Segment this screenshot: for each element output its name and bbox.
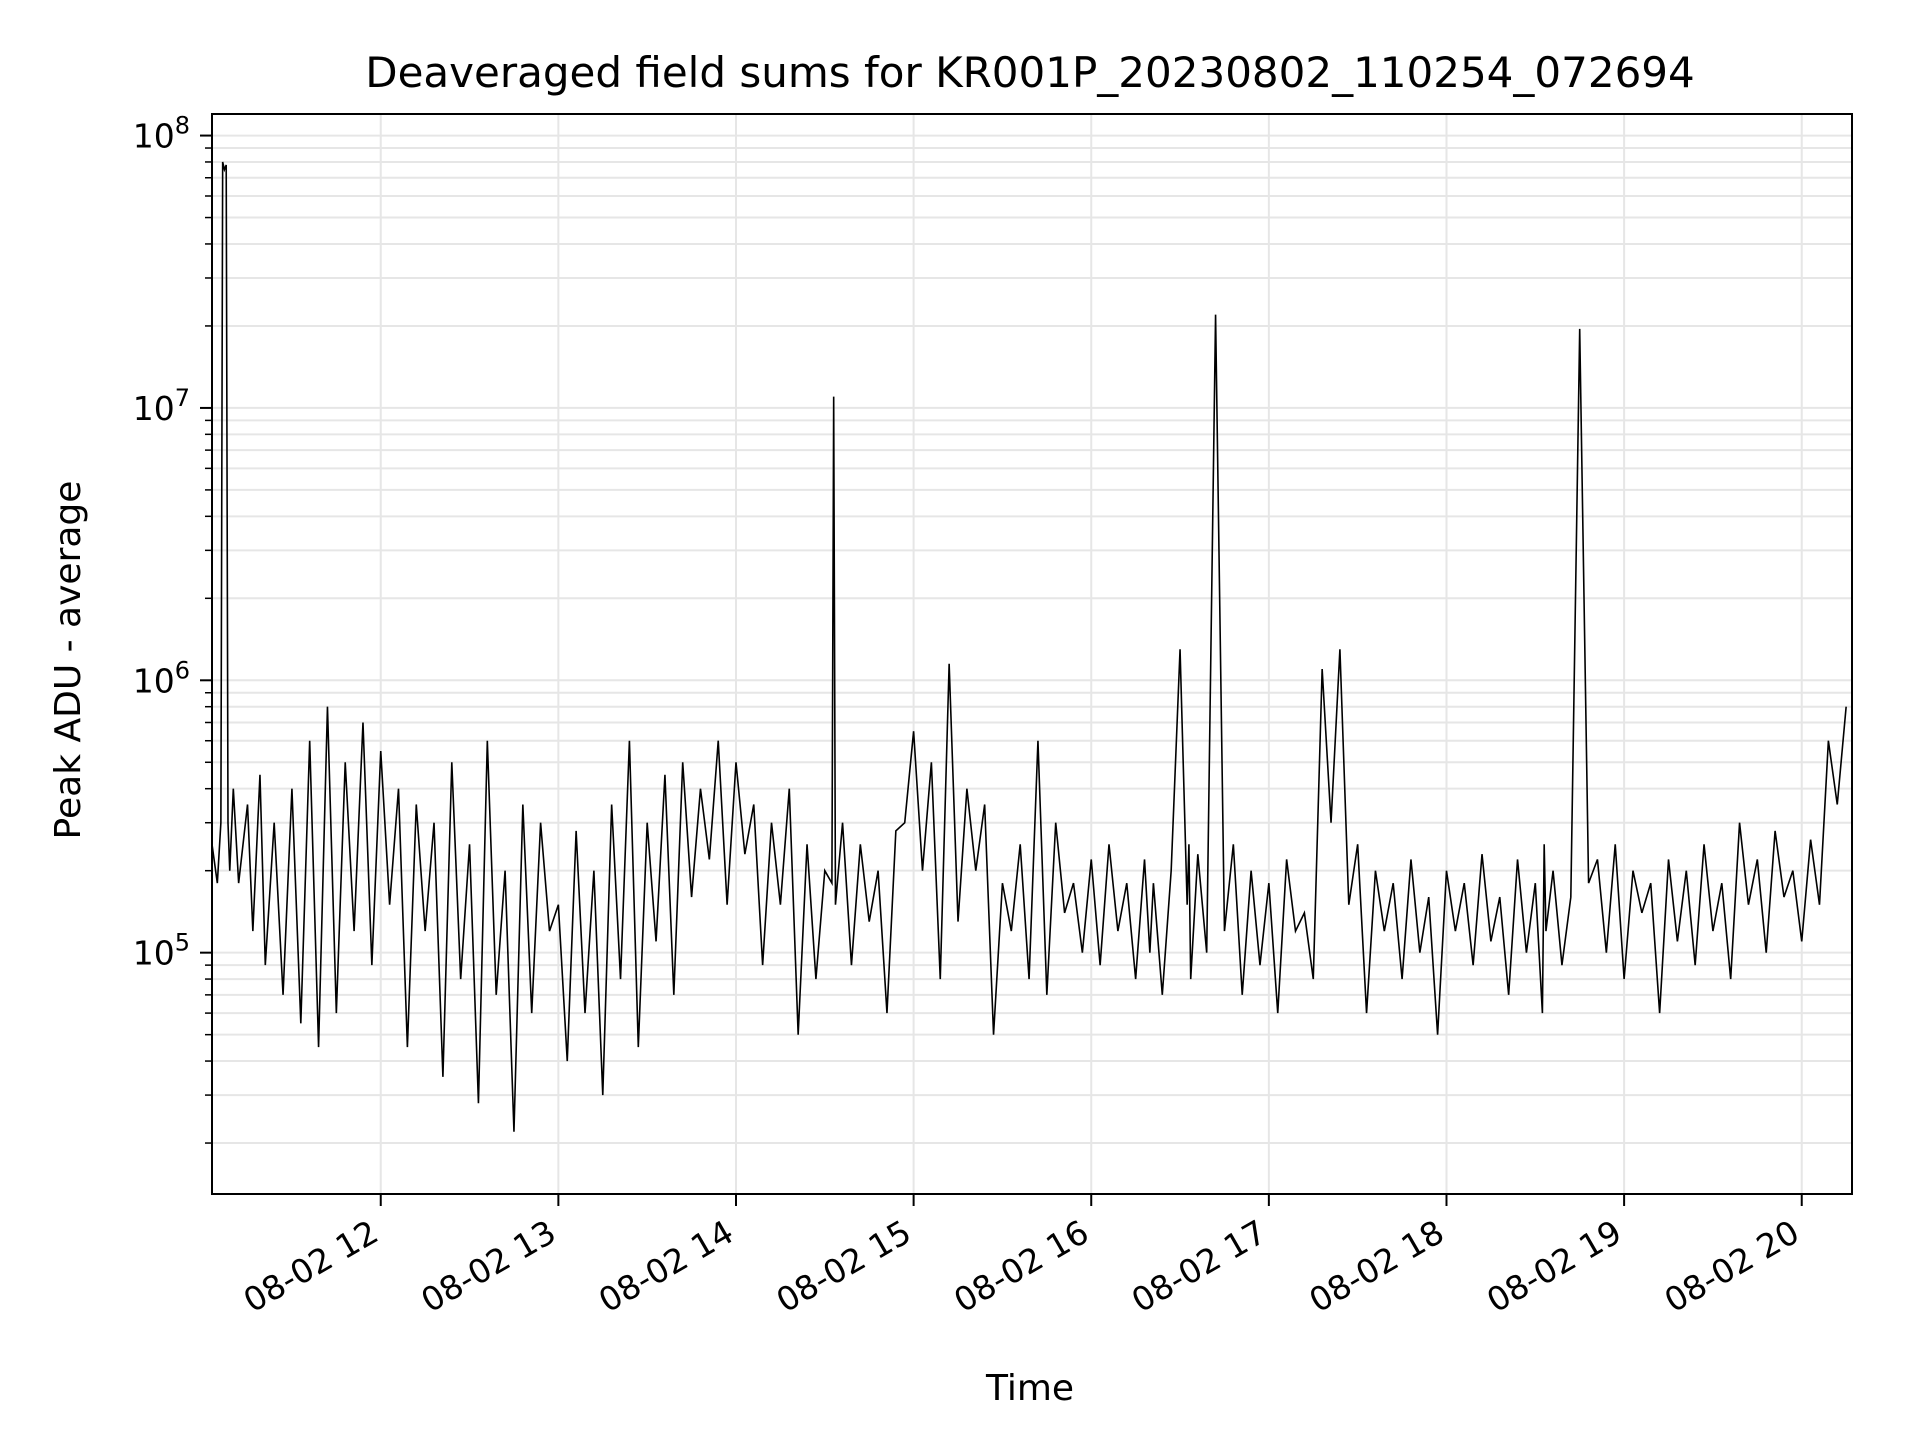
x-tick-label: 08-02 19 xyxy=(1480,1212,1628,1320)
y-tick-label: 105 xyxy=(133,929,190,973)
y-tick-label: 108 xyxy=(133,112,190,156)
x-tick-label: 08-02 12 xyxy=(237,1212,385,1320)
x-tick-label: 08-02 16 xyxy=(947,1212,1095,1320)
x-tick-label: 08-02 17 xyxy=(1125,1212,1273,1320)
x-tick-label: 08-02 13 xyxy=(414,1212,562,1320)
plot-frame xyxy=(211,113,1853,1195)
y-axis-label: Peak ADU - average xyxy=(48,481,89,840)
chart-title: Deaveraged field sums for KR001P_2023080… xyxy=(365,48,1695,97)
x-tick-label: 08-02 14 xyxy=(592,1212,740,1320)
tick-layer: 08-02 12 08-02 13 08-02 14 08-02 15 08-02 16… xyxy=(133,112,1806,1321)
series-line-0 xyxy=(211,161,1847,1132)
y-tick-label: 106 xyxy=(133,656,190,700)
x-tick-label: 08-02 18 xyxy=(1302,1212,1450,1320)
grid-layer xyxy=(212,114,1852,1194)
x-axis-label: Time xyxy=(985,1368,1074,1409)
x-tick-label: 08-02 20 xyxy=(1658,1212,1806,1320)
x-tick-label: 08-02 15 xyxy=(770,1212,918,1320)
series-layer xyxy=(211,161,1847,1132)
y-tick-label: 107 xyxy=(133,384,190,428)
